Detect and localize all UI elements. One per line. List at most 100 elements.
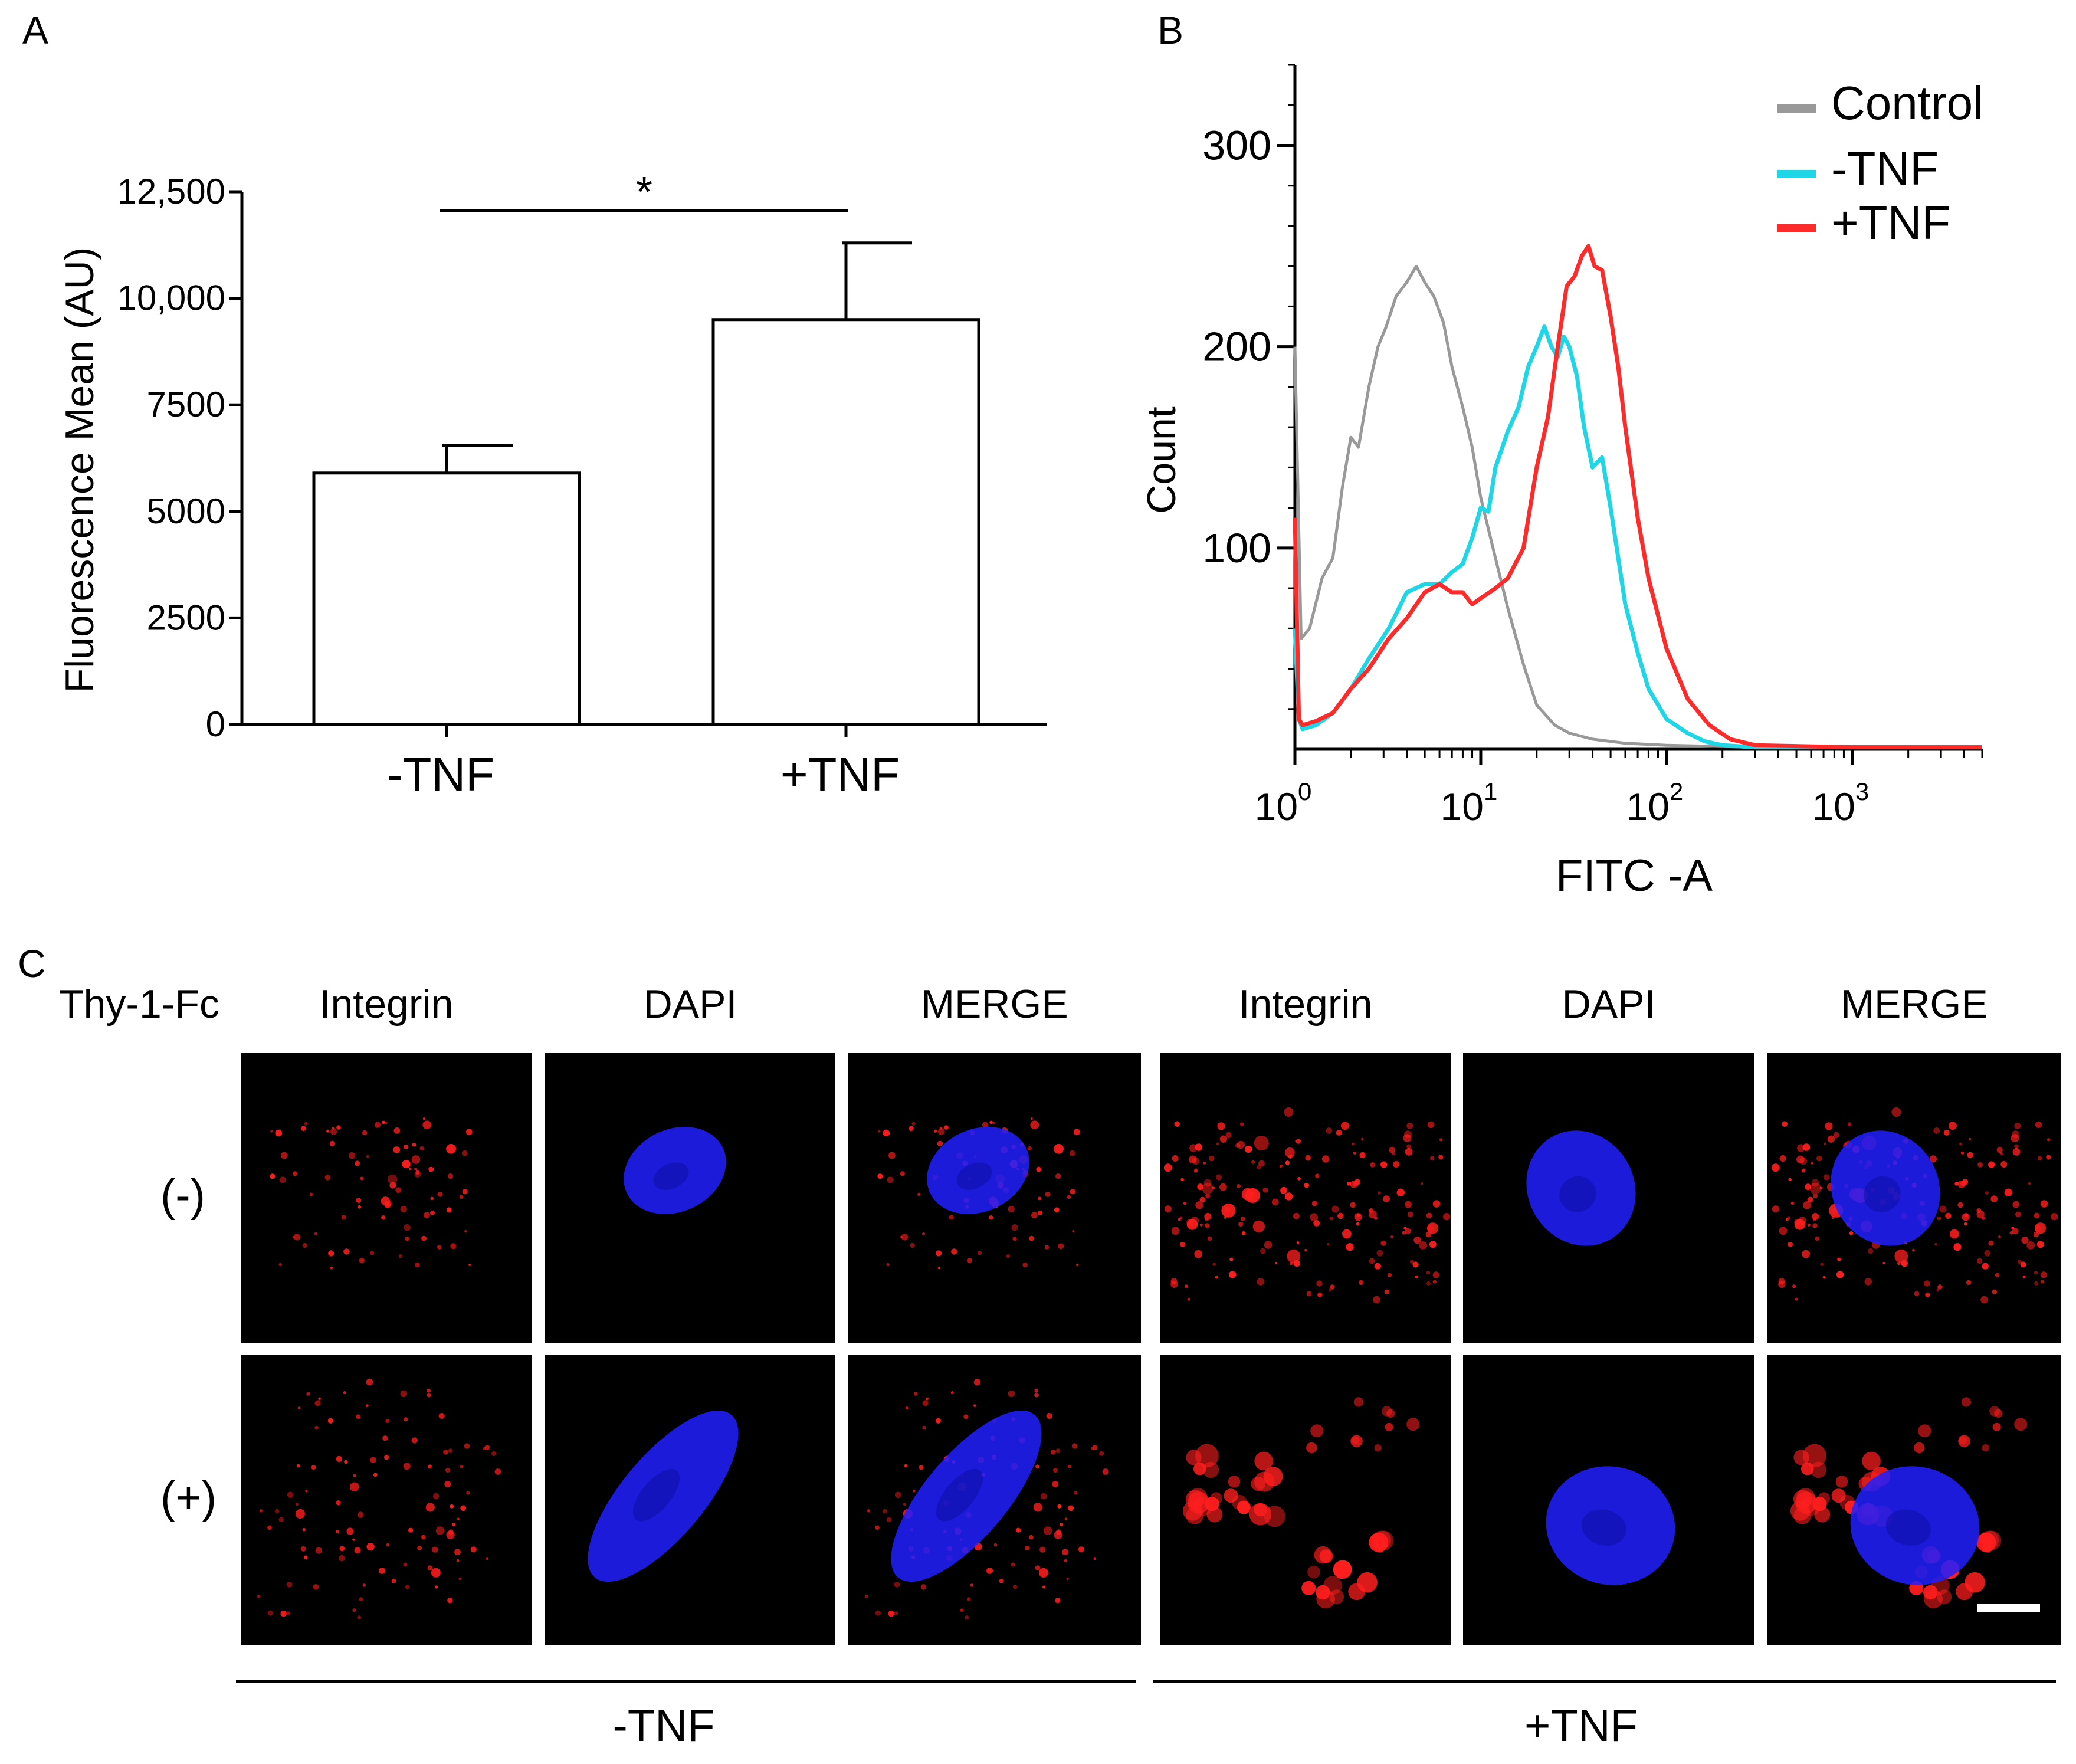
integrin-puncta: [1429, 1241, 1437, 1248]
integrin-puncta: [362, 1130, 368, 1136]
micrograph-image: [1771, 1107, 2058, 1304]
integrin-puncta: [909, 1126, 914, 1132]
integrin-puncta: [2037, 1156, 2042, 1160]
significance-star: *: [636, 169, 652, 216]
integrin-puncta: [1036, 1166, 1042, 1172]
integrin-puncta: [1816, 1155, 1822, 1162]
integrin-puncta: [1925, 1292, 1930, 1297]
integrin-puncta: [1413, 1236, 1421, 1244]
integrin-puncta: [1333, 1560, 1352, 1579]
integrin-puncta: [427, 1565, 433, 1571]
integrin-puncta: [1924, 1280, 1930, 1287]
integrin-puncta: [1207, 1236, 1212, 1241]
integrin-puncta: [1275, 1261, 1278, 1264]
integrin-puncta: [1171, 1227, 1180, 1235]
integrin-puncta: [864, 1594, 868, 1598]
integrin-puncta: [2012, 1147, 2021, 1156]
integrin-puncta: [1957, 1202, 1963, 1208]
integrin-puncta: [356, 1414, 361, 1419]
integrin-puncta: [460, 1505, 467, 1511]
integrin-puncta: [973, 1404, 976, 1407]
integrin-puncta: [350, 1482, 359, 1492]
integrin-puncta: [1183, 1201, 1187, 1205]
integrin-puncta: [1353, 1151, 1357, 1155]
integrin-puncta: [400, 1205, 407, 1213]
integrin-puncta: [1179, 1216, 1183, 1219]
integrin-puncta: [383, 1455, 389, 1460]
integrin-puncta: [267, 1525, 272, 1530]
integrin-puncta: [402, 1160, 411, 1169]
integrin-puncta: [315, 1547, 322, 1554]
integrin-puncta: [1956, 1583, 1973, 1601]
integrin-puncta: [300, 1546, 306, 1552]
integrin-puncta: [330, 1128, 337, 1135]
integrin-puncta: [314, 1400, 321, 1406]
y-tick-label: 2500: [147, 598, 225, 637]
integrin-puncta: [1992, 1422, 2001, 1431]
integrin-puncta: [1254, 1136, 1269, 1150]
integrin-puncta: [1033, 1503, 1042, 1512]
integrin-puncta: [999, 1578, 1004, 1583]
integrin-puncta: [1948, 1122, 1957, 1130]
integrin-puncta: [888, 1610, 894, 1617]
integrin-puncta: [1992, 1289, 1997, 1294]
integrin-puncta: [398, 1254, 403, 1258]
integrin-puncta: [1383, 1195, 1390, 1202]
integrin-puncta: [452, 1523, 456, 1526]
integrin-puncta: [1825, 1122, 1833, 1130]
integrin-puncta: [1425, 1231, 1432, 1238]
integrin-puncta: [1304, 1182, 1309, 1188]
integrin-puncta: [1252, 1220, 1265, 1232]
integrin-puncta: [1404, 1228, 1411, 1235]
integrin-puncta: [1958, 1435, 1970, 1447]
integrin-puncta: [922, 1400, 929, 1406]
integrin-puncta: [1012, 1237, 1017, 1241]
integrin-puncta: [1346, 1243, 1354, 1251]
integrin-puncta: [2014, 1144, 2019, 1149]
integrin-puncta: [960, 1608, 964, 1612]
integrin-puncta: [297, 1406, 301, 1410]
integrin-puncta: [400, 1390, 408, 1398]
integrin-puncta: [1215, 1174, 1222, 1181]
integrin-puncta: [1102, 1468, 1109, 1475]
integrin-puncta: [920, 1584, 927, 1590]
integrin-puncta: [357, 1615, 362, 1620]
integrin-puncta: [336, 1500, 341, 1506]
integrin-puncta: [446, 1207, 452, 1213]
nucleolus: [633, 1468, 680, 1522]
integrin-puncta: [2034, 1212, 2040, 1219]
integrin-puncta: [468, 1263, 471, 1267]
integrin-puncta: [1792, 1284, 1796, 1288]
group-line-minus-tnf: [236, 1680, 1136, 1683]
integrin-puncta: [1011, 1224, 1018, 1231]
integrin-puncta: [1068, 1505, 1074, 1511]
integrin-puncta: [1316, 1280, 1323, 1287]
integrin-puncta: [428, 1464, 432, 1469]
integrin-puncta: [278, 1263, 282, 1267]
integrin-puncta: [1215, 1276, 1218, 1279]
integrin-puncta: [302, 1242, 307, 1248]
integrin-puncta: [1055, 1448, 1061, 1454]
integrin-puncta: [343, 1248, 350, 1255]
integrin-puncta: [1408, 1211, 1413, 1218]
integrin-puncta: [1432, 1271, 1439, 1278]
integrin-puncta: [1402, 1231, 1406, 1235]
integrin-puncta: [1284, 1192, 1293, 1201]
integrin-puncta: [1835, 1476, 1848, 1488]
legend-label: Control: [1831, 77, 1983, 129]
integrin-puncta: [1264, 1506, 1285, 1527]
integrin-puncta: [1929, 1155, 1937, 1163]
integrin-puncta: [1008, 1390, 1015, 1398]
integrin-puncta: [303, 1555, 308, 1559]
integrin-puncta: [1174, 1121, 1180, 1127]
integrin-puncta: [1406, 1144, 1411, 1149]
y-axis-label: Fluorescence Mean (AU): [57, 247, 102, 693]
integrin-puncta: [1071, 1443, 1078, 1449]
integrin-puncta: [1031, 1212, 1038, 1218]
integrin-puncta: [1359, 1152, 1366, 1158]
integrin-puncta: [1389, 1146, 1395, 1153]
integrin-puncta: [280, 1610, 287, 1617]
integrin-puncta: [1337, 1212, 1344, 1219]
integrin-puncta: [989, 1120, 993, 1124]
integrin-puncta: [1787, 1216, 1790, 1219]
